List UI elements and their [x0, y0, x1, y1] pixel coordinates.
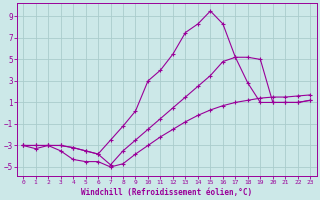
X-axis label: Windchill (Refroidissement éolien,°C): Windchill (Refroidissement éolien,°C) — [81, 188, 252, 197]
